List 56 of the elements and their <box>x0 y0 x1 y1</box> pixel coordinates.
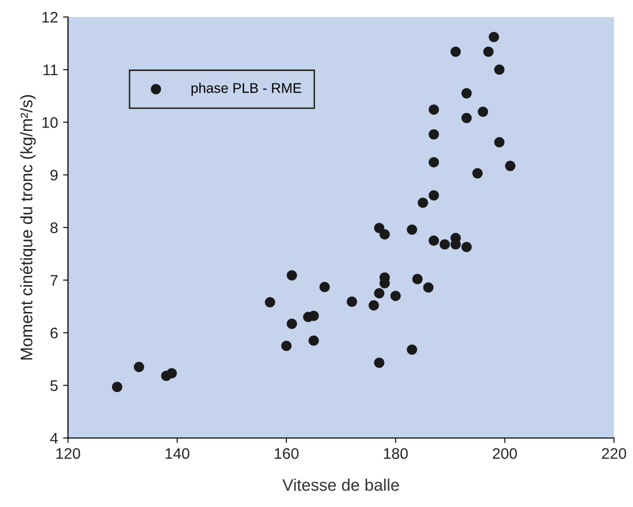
point <box>406 224 418 235</box>
point <box>461 88 472 98</box>
point <box>374 288 384 298</box>
x-tick-label: 180 <box>384 448 408 459</box>
point <box>428 157 439 168</box>
point <box>412 274 423 284</box>
point <box>308 310 319 322</box>
x-tick-label: 220 <box>602 448 626 459</box>
point <box>428 104 439 115</box>
point <box>428 236 439 246</box>
y-tick-label: 11 <box>44 64 58 76</box>
point <box>494 64 504 75</box>
point <box>423 282 434 293</box>
point <box>483 46 494 57</box>
point <box>281 340 292 352</box>
point <box>346 296 358 307</box>
point <box>374 358 384 368</box>
point <box>286 270 298 281</box>
point <box>134 362 144 372</box>
y-tick-label: 7 <box>50 275 58 286</box>
point <box>440 239 450 250</box>
y-tick-label: 6 <box>50 328 58 338</box>
point <box>505 160 516 172</box>
y-tick-label: 12 <box>42 12 58 23</box>
point <box>428 129 439 140</box>
y-tick-label: 5 <box>50 380 58 392</box>
y-tick-label: 9 <box>50 170 58 181</box>
x-tick-label: 160 <box>274 448 299 459</box>
point <box>166 368 177 378</box>
point <box>494 137 504 148</box>
point <box>319 282 330 292</box>
point <box>380 229 390 240</box>
x-tick-label: 200 <box>492 448 517 459</box>
point <box>264 297 276 308</box>
point <box>406 344 418 355</box>
x-tick-label: 140 <box>166 448 190 459</box>
y-tick-label: 10 <box>42 117 58 128</box>
point <box>478 106 488 117</box>
point <box>418 198 428 208</box>
point <box>428 190 439 201</box>
point <box>461 112 472 124</box>
point <box>450 46 461 57</box>
point <box>308 335 319 346</box>
point <box>112 382 122 392</box>
point <box>368 300 379 311</box>
x-tick-label: 120 <box>56 448 80 459</box>
point <box>488 32 500 42</box>
y-tick-label: 4 <box>50 433 58 444</box>
point <box>390 290 401 302</box>
point <box>461 242 472 252</box>
legend-label: phase PLB - RME <box>192 82 302 96</box>
point <box>286 318 298 329</box>
y-axis-title: Moment cinétique du tronc (kg/m²/s) <box>20 95 36 360</box>
point <box>472 168 483 178</box>
x-axis-title: Vitesse de balle <box>282 478 399 491</box>
y-tick-label: 8 <box>50 222 58 234</box>
